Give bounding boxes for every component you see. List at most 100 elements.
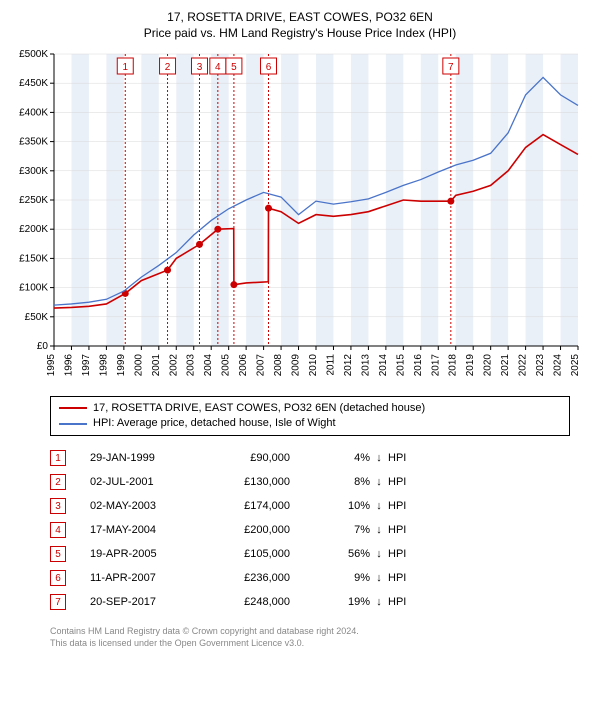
transaction-badge: 6 [50,570,66,586]
svg-text:2009: 2009 [291,353,302,376]
transaction-badge: 4 [50,522,66,538]
svg-text:4: 4 [215,62,221,73]
transaction-row: 611-APR-2007£236,0009%↓HPI [50,566,588,590]
svg-text:2024: 2024 [553,353,564,376]
svg-text:1998: 1998 [98,353,109,376]
transaction-suffix: HPI [388,572,428,584]
svg-text:1995: 1995 [46,353,57,376]
transaction-suffix: HPI [388,596,428,608]
transaction-suffix: HPI [388,500,428,512]
svg-text:2020: 2020 [483,353,494,376]
svg-text:2011: 2011 [325,353,336,375]
transaction-row: 5 19-APR-2005£105,00056%↓HPI [50,542,588,566]
legend-item-property: 17, ROSETTA DRIVE, EAST COWES, PO32 6EN … [59,401,561,416]
transaction-suffix: HPI [388,548,428,560]
transaction-row: 202-JUL-2001£130,0008%↓HPI [50,470,588,494]
legend-box: 17, ROSETTA DRIVE, EAST COWES, PO32 6EN … [50,396,570,437]
svg-text:2010: 2010 [308,353,319,376]
svg-text:2002: 2002 [168,353,179,376]
svg-text:7: 7 [448,62,454,73]
svg-text:1997: 1997 [81,353,92,376]
svg-text:2014: 2014 [378,353,389,376]
svg-text:2003: 2003 [186,353,197,376]
svg-text:2005: 2005 [221,353,232,376]
page-subtitle: Price paid vs. HM Land Registry's House … [12,26,588,40]
svg-text:£100K: £100K [19,282,48,293]
svg-text:2017: 2017 [430,353,441,376]
svg-text:2019: 2019 [465,353,476,376]
transaction-date: 17-MAY-2004 [90,524,220,536]
svg-text:£400K: £400K [19,107,48,118]
transaction-pct: 56% [320,548,370,560]
down-arrow-icon: ↓ [370,500,388,512]
down-arrow-icon: ↓ [370,596,388,608]
svg-text:£300K: £300K [19,165,48,176]
footer-line-2: This data is licensed under the Open Gov… [50,638,588,650]
down-arrow-icon: ↓ [370,452,388,464]
transaction-pct: 10% [320,500,370,512]
svg-text:2015: 2015 [395,353,406,376]
transaction-price: £130,000 [220,476,320,488]
down-arrow-icon: ↓ [370,524,388,536]
transaction-suffix: HPI [388,452,428,464]
transaction-price: £105,000 [220,548,320,560]
svg-text:2008: 2008 [273,353,284,376]
svg-text:2004: 2004 [203,353,214,376]
svg-text:£0: £0 [37,341,49,352]
line-chart: £0£50K£100K£150K£200K£250K£300K£350K£400… [12,46,588,386]
page-title: 17, ROSETTA DRIVE, EAST COWES, PO32 6EN [12,10,588,26]
transaction-suffix: HPI [388,524,428,536]
svg-text:£50K: £50K [25,311,49,322]
svg-text:2023: 2023 [535,353,546,376]
transaction-suffix: HPI [388,476,428,488]
transaction-date: 02-MAY-2003 [90,500,220,512]
transaction-row: 302-MAY-2003£174,00010%↓HPI [50,494,588,518]
svg-text:2012: 2012 [343,353,354,376]
transaction-pct: 8% [320,476,370,488]
svg-text:1996: 1996 [63,353,74,376]
transaction-row: 417-MAY-2004£200,0007%↓HPI [50,518,588,542]
transaction-price: £236,000 [220,572,320,584]
svg-text:2001: 2001 [151,353,162,376]
svg-text:2018: 2018 [448,353,459,376]
svg-text:1: 1 [122,62,128,73]
transaction-pct: 9% [320,572,370,584]
transaction-row: 129-JAN-1999£90,0004%↓HPI [50,446,588,470]
svg-text:2: 2 [165,62,171,73]
svg-text:6: 6 [266,62,272,73]
chart-container: 17, ROSETTA DRIVE, EAST COWES, PO32 6EN … [0,0,600,710]
legend-swatch-property [59,407,87,409]
transaction-badge: 3 [50,498,66,514]
transaction-badge: 5 [50,546,66,562]
svg-text:£250K: £250K [19,195,48,206]
transaction-row: 720-SEP-2017£248,00019%↓HPI [50,590,588,614]
svg-text:5: 5 [231,62,237,73]
transaction-date: 20-SEP-2017 [90,596,220,608]
transaction-badge: 1 [50,450,66,466]
footer-attribution: Contains HM Land Registry data © Crown c… [50,626,588,649]
svg-text:£200K: £200K [19,224,48,235]
svg-text:2007: 2007 [256,353,267,376]
transaction-pct: 7% [320,524,370,536]
down-arrow-icon: ↓ [370,548,388,560]
transaction-pct: 4% [320,452,370,464]
transaction-date: 19-APR-2005 [90,548,220,560]
legend-item-hpi: HPI: Average price, detached house, Isle… [59,416,561,431]
svg-text:2000: 2000 [133,353,144,376]
svg-text:2016: 2016 [413,353,424,376]
legend-swatch-hpi [59,423,87,425]
svg-text:£450K: £450K [19,78,48,89]
legend-label-hpi: HPI: Average price, detached house, Isle… [93,416,336,431]
svg-text:2006: 2006 [238,353,249,376]
transaction-badge: 2 [50,474,66,490]
svg-text:2022: 2022 [518,353,529,376]
svg-text:£500K: £500K [19,49,48,60]
legend-label-property: 17, ROSETTA DRIVE, EAST COWES, PO32 6EN … [93,401,425,416]
svg-text:2021: 2021 [500,353,511,376]
svg-text:2013: 2013 [360,353,371,376]
down-arrow-icon: ↓ [370,476,388,488]
transaction-price: £248,000 [220,596,320,608]
svg-text:2025: 2025 [570,353,581,376]
svg-text:3: 3 [197,62,203,73]
transaction-date: 29-JAN-1999 [90,452,220,464]
